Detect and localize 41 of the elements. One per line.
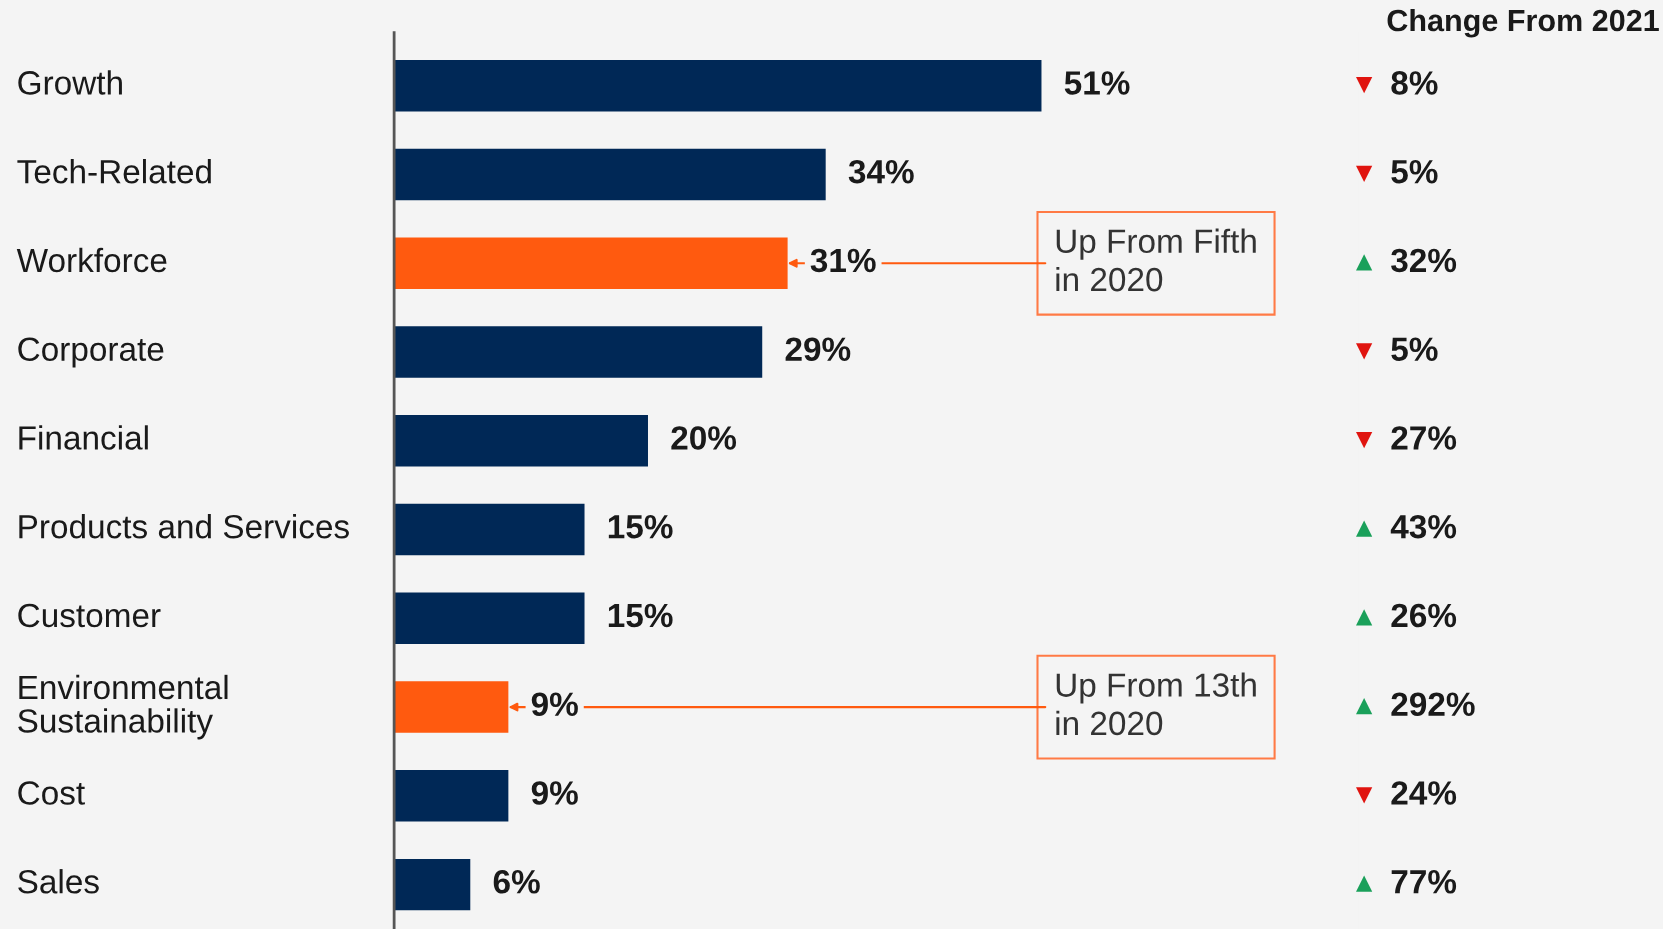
data-label: 15% (608, 515, 673, 539)
bar (394, 148, 826, 201)
bar (394, 60, 1042, 112)
y-tick-label: Environmental Sustainability (18, 674, 228, 740)
data-label: 34% (848, 159, 914, 184)
text: Change From 2021 (1387, 8, 1659, 38)
text: ▼ 27% (1355, 426, 1457, 450)
bar (394, 592, 585, 645)
bar (394, 770, 509, 822)
text: ▲ 32% (1355, 248, 1457, 273)
y-tick-label: Tech-Related (17, 159, 211, 184)
text: ▼ 5% (1355, 337, 1438, 361)
data-label: 9% (531, 692, 578, 717)
bar (394, 326, 763, 378)
text: ▼ 5% (1355, 159, 1438, 184)
text: ▲ 292% (1355, 692, 1475, 717)
bar (394, 415, 648, 467)
y-tick-label: Financial (19, 425, 148, 450)
annotation: Up From Fifth in 2020 (1056, 228, 1256, 292)
data-label: 15% (608, 603, 673, 628)
bar (394, 858, 471, 911)
annotation: Up From 13th in 2020 (1056, 672, 1256, 736)
y-tick-label: Customer (18, 603, 161, 628)
data-label: 6% (493, 869, 540, 894)
y-tick-label: Sales (18, 869, 99, 894)
y-tick-label: Workforce (16, 247, 167, 273)
text: ▲ 77% (1355, 870, 1457, 894)
text: ▲ 43% (1355, 514, 1457, 539)
data-label: 20% (671, 426, 737, 450)
bar (394, 503, 585, 556)
y-tick-label: Growth (18, 70, 122, 95)
data-label: 9% (531, 781, 578, 805)
text: ▲ 26% (1355, 603, 1457, 628)
data-label: 51% (1064, 71, 1130, 95)
data-label: 31% (810, 248, 876, 273)
text: ▼ 8% (1355, 71, 1438, 95)
y-tick-label: Corporate (18, 337, 164, 368)
y-tick-label: Products and Services (19, 514, 349, 539)
data-label: 29% (785, 337, 851, 361)
text: ▼ 24% (1355, 781, 1457, 805)
y-tick-label: Cost (18, 781, 85, 805)
